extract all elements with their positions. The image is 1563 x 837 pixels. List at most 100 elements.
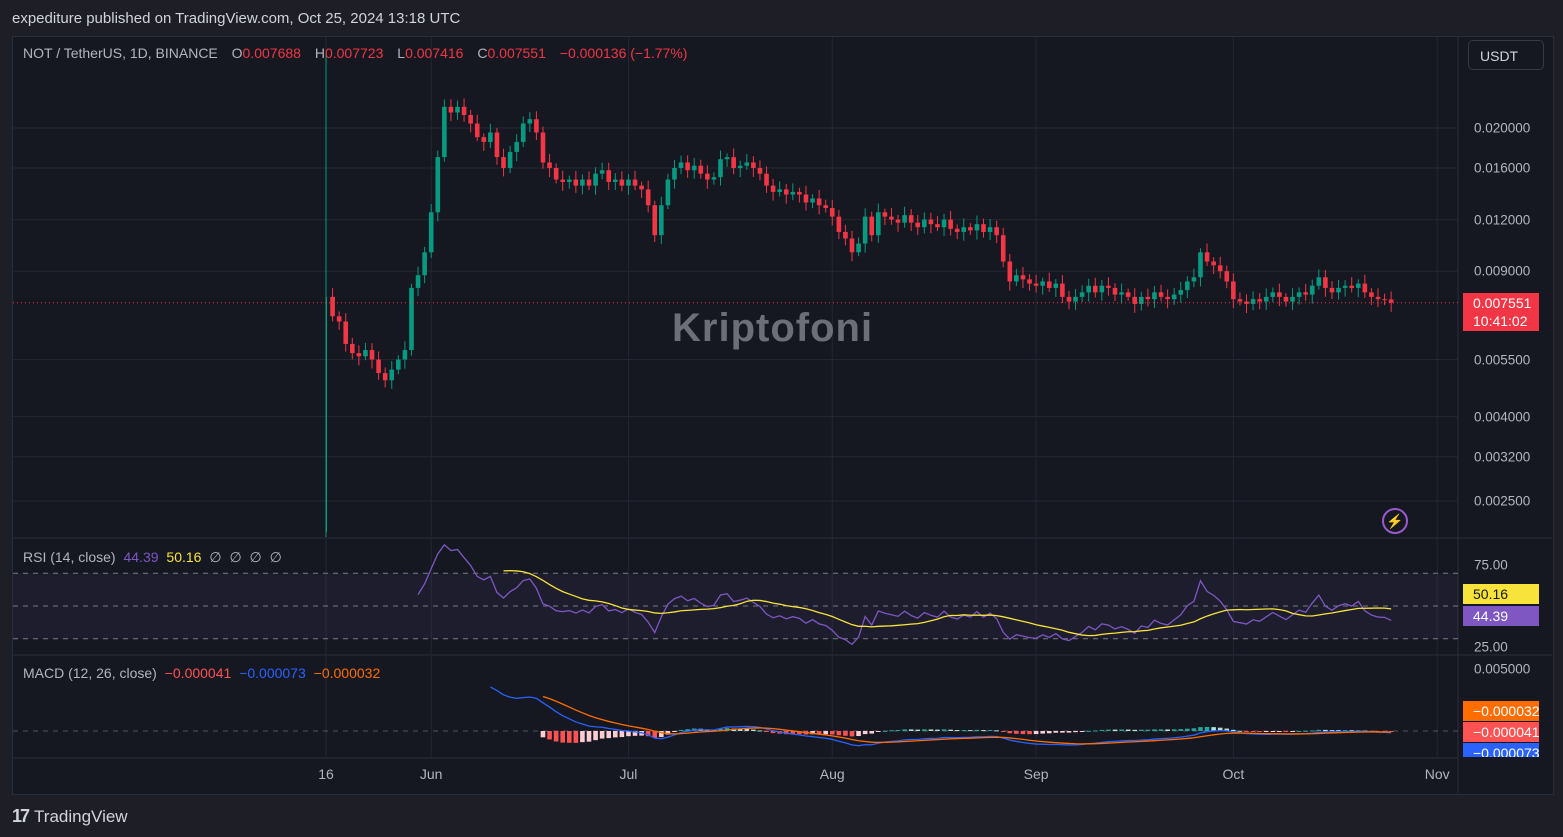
empty-value: ∅ <box>249 549 262 565</box>
candle-body <box>336 316 342 322</box>
candle-body <box>593 173 598 186</box>
macd-tag: −0.000073 <box>1463 743 1539 757</box>
macd-histogram-bar <box>1270 731 1276 732</box>
candle-body <box>1053 283 1059 288</box>
candle-body <box>1257 299 1262 302</box>
time-tick: Sep <box>1023 766 1049 782</box>
candle-body <box>1355 283 1361 288</box>
macd-histogram-bar <box>1342 730 1348 732</box>
candle-body <box>935 224 940 228</box>
candle-body <box>1165 296 1170 300</box>
macd-histogram-bar <box>987 729 993 731</box>
candle-body <box>764 173 769 186</box>
macd-histogram-bar <box>974 729 980 731</box>
symbol-name[interactable]: NOT / TetherUS, 1D, BINANCE <box>23 45 218 61</box>
price-tick: 0.020000 <box>1474 120 1531 136</box>
macd-legend: MACD (12, 26, close) −0.000041 −0.000073… <box>23 665 384 681</box>
macd-histogram-bar <box>1046 731 1052 734</box>
macd-histogram-bar <box>783 731 789 735</box>
candle-body <box>626 179 631 186</box>
macd-histogram-bar <box>948 729 953 731</box>
macd-histogram-value: −0.000041 <box>164 665 232 681</box>
candle-body <box>409 287 414 351</box>
candle-body <box>507 151 513 168</box>
rsi-tick: 25.00 <box>1474 639 1508 655</box>
macd-histogram-bar <box>1132 729 1138 731</box>
macd-histogram-bar <box>1303 730 1308 732</box>
macd-histogram-bar <box>599 731 605 739</box>
candle-body <box>1316 277 1322 286</box>
macd-histogram-bar <box>816 731 822 735</box>
candle-body <box>619 179 625 186</box>
rsi-tick: 75.00 <box>1474 557 1508 573</box>
macd-histogram-bar <box>1079 731 1085 732</box>
candle-body <box>1336 287 1341 293</box>
macd-histogram-bar <box>1277 731 1282 732</box>
macd-histogram-bar <box>1388 731 1394 732</box>
candle-body <box>1323 277 1328 288</box>
price-tick: 0.005500 <box>1474 352 1531 368</box>
macd-histogram-bar <box>849 731 855 737</box>
candle-body <box>770 185 776 192</box>
signal-line <box>542 695 1392 745</box>
candle-body <box>396 359 401 370</box>
candle-body <box>751 162 756 168</box>
candle-body <box>1132 296 1138 304</box>
rsi-title[interactable]: RSI (14, close) <box>23 549 116 565</box>
candle-body <box>606 170 612 182</box>
macd-histogram-bar <box>935 729 940 731</box>
currency-button[interactable]: USDT <box>1468 40 1544 70</box>
candle-body <box>1250 299 1256 304</box>
macd-histogram-bar <box>1040 731 1045 734</box>
macd-histogram-bar <box>1125 729 1131 731</box>
candle-body <box>908 215 914 223</box>
macd-histogram-bar <box>1211 727 1216 731</box>
macd-histogram-bar <box>1053 731 1059 733</box>
candle-body <box>1309 285 1315 295</box>
candle-body <box>488 132 493 142</box>
candle-body <box>889 216 894 220</box>
candle-body <box>363 350 368 357</box>
candle-body <box>685 162 690 171</box>
macd-histogram-bar <box>1060 731 1065 733</box>
candle-body <box>1060 283 1065 297</box>
macd-histogram-bar <box>547 731 552 740</box>
candle-body <box>547 162 552 168</box>
macd-histogram-bar <box>895 730 901 732</box>
candle-body <box>560 179 565 182</box>
macd-tick: 0.005000 <box>1474 661 1531 677</box>
macd-histogram-bar <box>1316 729 1322 731</box>
lightning-icon[interactable]: ⚡ <box>1382 508 1408 534</box>
macd-histogram-bar <box>1119 729 1124 731</box>
watermark: Kriptofoni <box>672 306 874 350</box>
macd-histogram-bar <box>1014 731 1019 734</box>
macd-histogram-bar <box>1185 728 1190 731</box>
candle-body <box>678 162 684 168</box>
macd-title[interactable]: MACD (12, 26, close) <box>23 665 157 681</box>
macd-histogram-bar <box>810 731 815 735</box>
candle-body <box>599 170 605 174</box>
tradingview-footer[interactable]: 17 TradingView <box>12 806 128 827</box>
empty-value: ∅ <box>229 549 242 565</box>
candle-body <box>987 227 993 232</box>
macd-histogram-bar <box>882 730 888 732</box>
candle-body <box>777 189 782 192</box>
price-tick: 0.012000 <box>1474 212 1531 228</box>
candle-body <box>981 224 986 232</box>
candle-body <box>1375 296 1381 300</box>
chart-frame[interactable] <box>12 36 1554 795</box>
macd-histogram-bar <box>573 731 579 743</box>
candle-body <box>566 179 572 182</box>
macd-histogram-bar <box>961 729 967 731</box>
rsi-bands <box>13 572 1458 640</box>
candle-body <box>790 191 796 195</box>
candle-body <box>869 216 875 236</box>
candle-body <box>882 212 888 217</box>
candle-body <box>442 106 447 158</box>
candle-body <box>816 198 822 206</box>
macd-histogram-bar <box>1296 730 1302 732</box>
candle-body <box>915 222 921 228</box>
candle-body <box>435 157 441 213</box>
candle-body <box>1014 275 1019 282</box>
